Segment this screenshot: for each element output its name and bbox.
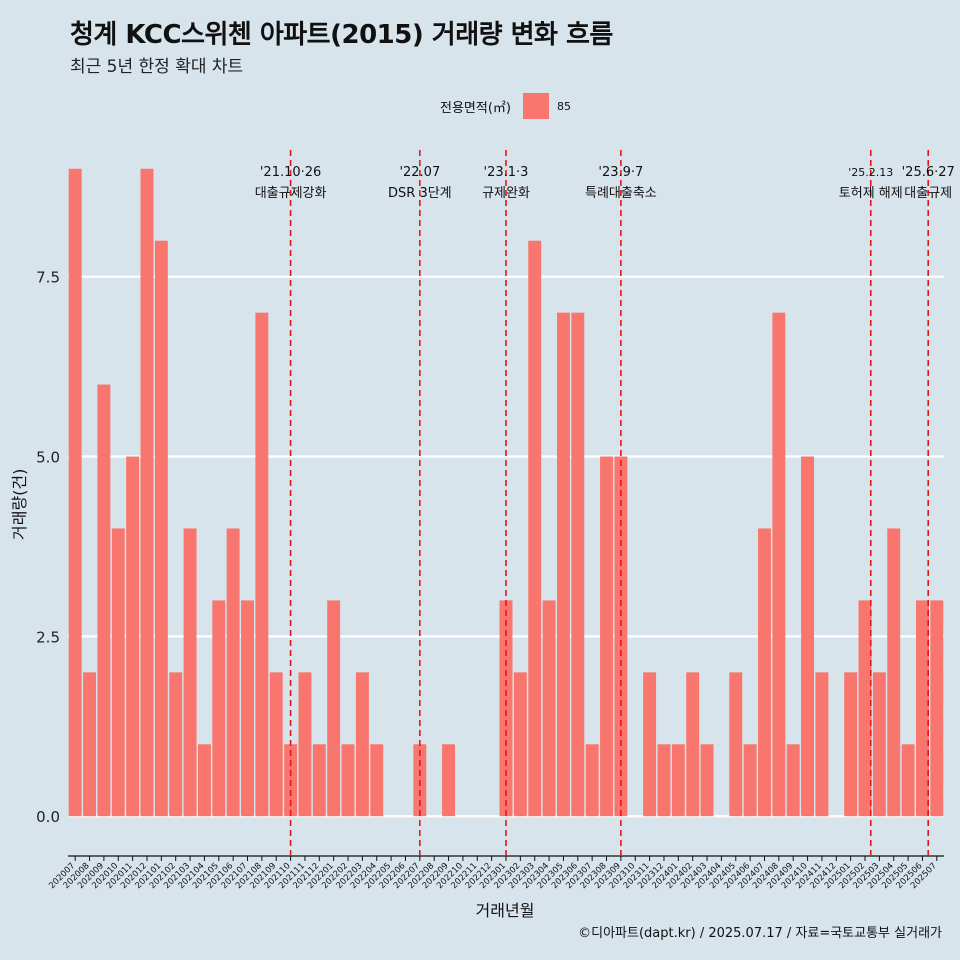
bar: [614, 456, 628, 817]
bar: [111, 528, 125, 817]
bar: [528, 240, 542, 817]
bar: [68, 168, 82, 817]
event-date: '21.10·26: [260, 165, 321, 180]
bar: [729, 672, 743, 817]
bar: [643, 672, 657, 817]
bar: [786, 744, 800, 817]
legend-swatch-85: [522, 93, 549, 119]
event-date: '25.2.13: [848, 166, 893, 179]
bar: [571, 312, 585, 817]
bar: [758, 528, 771, 817]
bar: [801, 456, 815, 817]
event-label: 토허제 해제: [839, 186, 903, 201]
bar: [197, 744, 211, 817]
bar: [556, 312, 570, 817]
bar: [255, 312, 269, 817]
bar: [370, 744, 384, 817]
bar: [915, 600, 929, 817]
bar: [513, 672, 527, 817]
bar: [671, 744, 685, 817]
bar: [700, 744, 714, 817]
bar: [355, 672, 369, 817]
bar: [183, 528, 197, 817]
bar: [686, 672, 700, 817]
event-label: 대출규제: [904, 186, 952, 201]
y-tick-label: 7.5: [36, 269, 60, 287]
event-date: '23.1·3: [484, 165, 529, 180]
bar: [657, 744, 671, 817]
bar: [226, 528, 240, 817]
legend: 전용면적(㎡) 85: [440, 93, 571, 119]
chart-subtitle: 최근 5년 한정 확대 차트: [70, 57, 244, 77]
event-date: '22.07: [399, 165, 440, 180]
bar: [772, 312, 786, 817]
y-tick-label: 5.0: [36, 449, 60, 467]
bar: [930, 600, 944, 817]
bar: [872, 672, 886, 817]
bar: [815, 672, 829, 817]
bar: [887, 528, 901, 817]
legend-label-85: 85: [556, 99, 571, 113]
event-date: '25.6·27: [902, 165, 955, 180]
chart-title: 청계 KCC스위첸 아파트(2015) 거래량 변화 흐름: [70, 20, 613, 50]
bar: [327, 600, 341, 817]
bar: [341, 744, 355, 817]
bar: [901, 744, 915, 817]
event-label: 대출규제강화: [255, 186, 327, 201]
bar: [269, 672, 283, 817]
bar: [126, 456, 140, 817]
bar: [844, 672, 858, 817]
event-date: '23.9·7: [598, 165, 643, 180]
bar: [169, 672, 183, 817]
x-axis-label: 거래년월: [475, 901, 535, 920]
bar: [154, 240, 168, 817]
bar: [442, 744, 456, 817]
bar: [585, 744, 599, 817]
bar: [600, 456, 613, 817]
source-caption: ©디아파트(dapt.kr) / 2025.07.17 / 자료=국토교통부 실…: [578, 926, 942, 941]
bar: [212, 600, 226, 817]
bar: [499, 600, 513, 817]
event-label: 특례대출축소: [585, 186, 657, 201]
y-tick-label: 0.0: [36, 808, 60, 826]
bar: [542, 600, 556, 817]
event-label: 규제완화: [482, 186, 530, 201]
bar: [312, 744, 326, 817]
bar: [298, 672, 312, 817]
bar: [83, 672, 97, 817]
bar: [97, 384, 111, 817]
bar: [140, 168, 154, 817]
y-axis-label: 거래량(건): [10, 468, 29, 540]
bar: [858, 600, 872, 817]
y-tick-label: 2.5: [36, 628, 60, 646]
legend-title: 전용면적(㎡): [440, 100, 511, 116]
bar: [743, 744, 757, 817]
bar: [241, 600, 254, 817]
event-label: DSR 3단계: [388, 186, 452, 201]
